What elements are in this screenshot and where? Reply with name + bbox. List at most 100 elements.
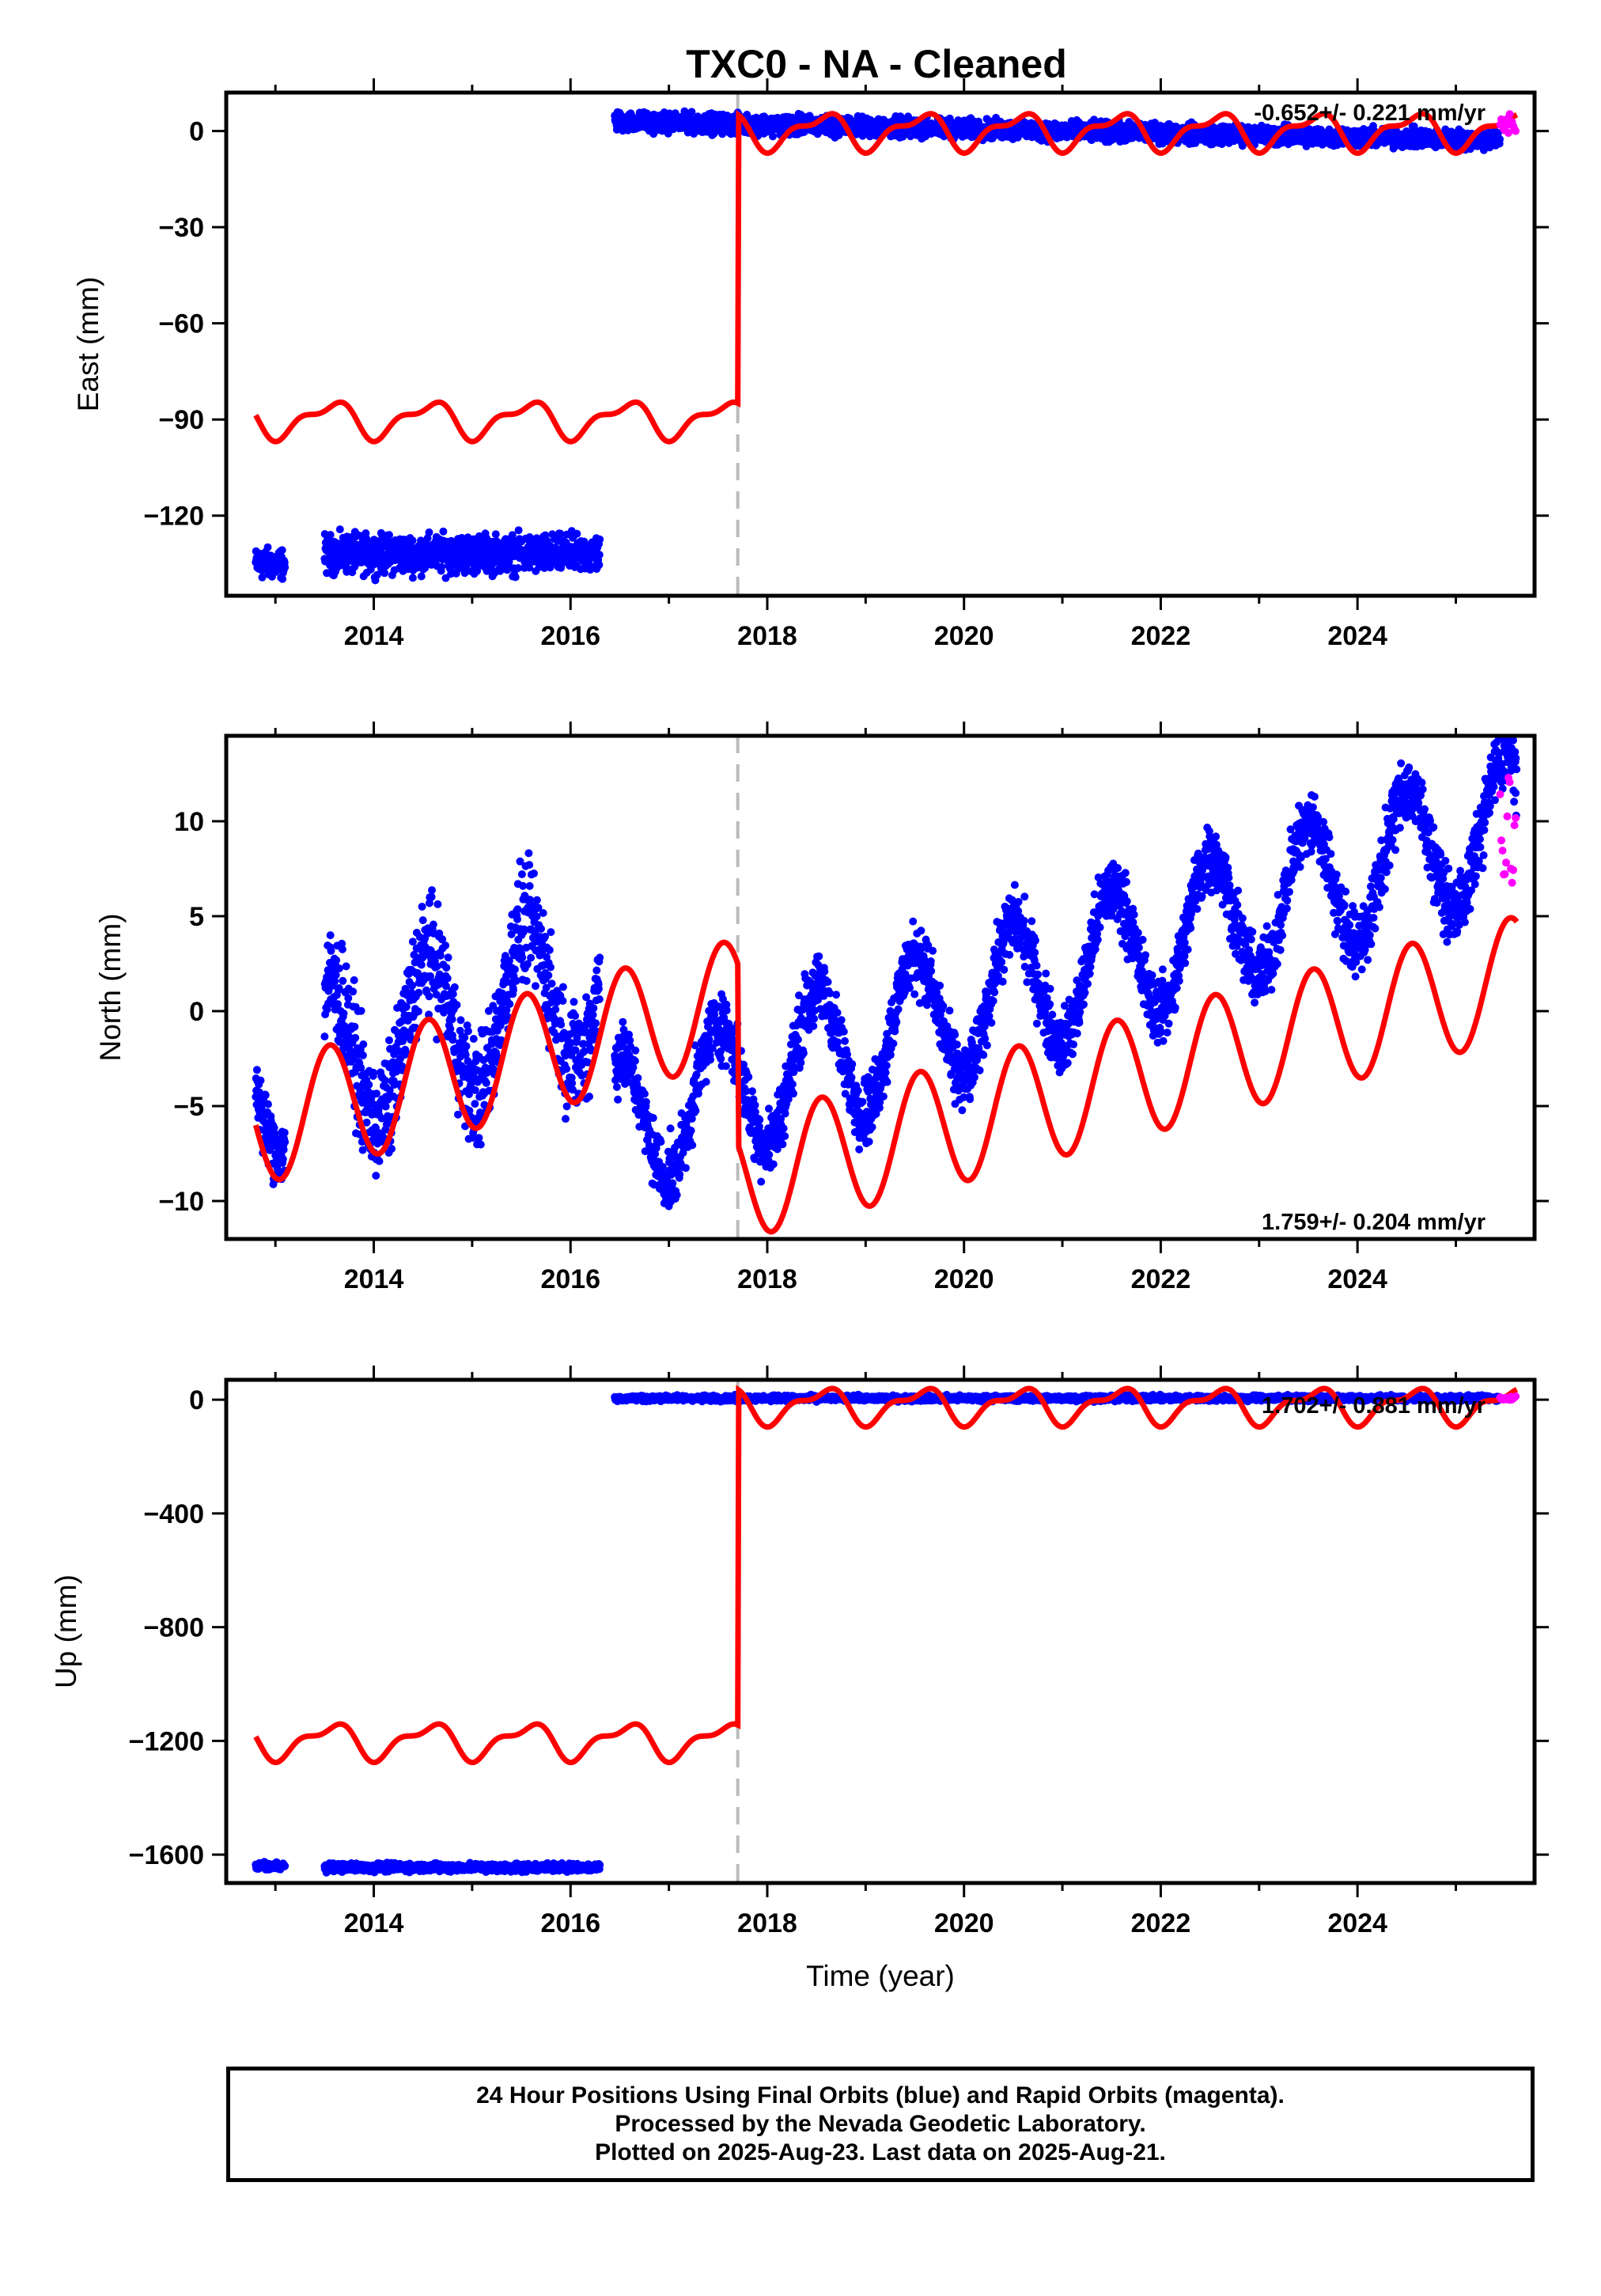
final-orbit-point [278,574,287,583]
final-orbit-point [373,570,381,579]
final-orbit-point [258,573,267,582]
final-orbit-point [358,1051,367,1059]
final-orbit-point [557,1021,566,1029]
rapid-orbit-point [1505,110,1514,119]
final-orbit-point [585,559,593,567]
x-tick-label: 2014 [344,621,404,651]
final-orbit-point [544,971,553,979]
final-orbit-point [571,1012,580,1020]
final-orbit-point [365,1081,373,1089]
final-orbit-point [252,1066,261,1074]
final-orbit-point [418,903,426,911]
final-orbit-point [595,560,604,569]
final-orbit-point [344,994,353,1002]
final-orbit-point [513,905,522,914]
final-orbit-point [444,953,452,962]
y-tick-label: −90 [158,405,204,435]
final-orbit-point [585,1093,593,1101]
final-orbit-point [592,1019,600,1028]
final-orbit-point [429,920,437,929]
final-orbit-point [278,546,286,555]
final-orbit-point [475,1134,483,1142]
final-orbit-point [491,530,500,539]
east-plot-frame [224,90,1537,598]
final-orbit-point [281,1138,290,1146]
final-orbit-point [326,931,335,940]
final-orbit-point [320,1032,329,1041]
final-orbit-point [518,953,527,962]
final-orbit-point [687,108,696,116]
final-orbit-point [511,573,520,582]
final-orbit-point [570,998,578,1006]
final-orbit-point [280,1128,289,1137]
final-orbit-point [525,881,534,890]
final-orbit-point [372,1172,380,1180]
final-orbit-point [904,112,912,121]
final-orbit-point [350,1022,359,1031]
final-orbit-point [510,965,519,974]
final-orbit-point [476,1140,485,1149]
final-orbit-point [263,1100,272,1108]
final-orbit-point [441,942,450,949]
final-orbit-point [595,984,603,993]
final-orbit-point [369,1068,378,1077]
final-orbit-point [373,1089,380,1098]
final-orbit-point [514,564,523,572]
final-orbit-point [281,563,290,571]
final-orbit-point [524,849,533,858]
final-orbit-point [532,896,541,904]
final-orbit-point [441,574,450,582]
final-orbit-point [522,976,531,985]
final-orbit-point [359,1040,368,1048]
final-orbit-point [408,574,417,582]
final-orbit-point [357,1006,365,1015]
final-orbit-point [335,525,344,534]
final-orbit-point [519,881,527,890]
final-orbit-point [449,990,457,998]
final-orbit-point [680,107,689,116]
final-orbit-point [339,1009,348,1017]
final-orbit-point [351,1033,360,1042]
final-orbit-point [381,1102,390,1111]
final-orbit-point [547,928,555,937]
final-orbit-point [350,976,358,984]
final-orbit-point [448,1015,456,1024]
final-orbit-point [425,992,433,1001]
final-orbit-point [532,982,539,991]
final-orbit-point [503,566,512,574]
x-tick-label: 2022 [1131,621,1191,651]
final-orbit-point [327,946,335,955]
final-orbit-point [525,861,534,870]
final-orbit-point [350,563,359,571]
final-orbit-point [525,563,534,572]
final-orbit-point [425,528,433,536]
chart-title: TXC0 - NA - Cleaned [686,42,1067,86]
y-tick-label: −30 [158,213,204,243]
final-orbit-point [595,551,604,559]
final-orbit-point [380,1076,389,1085]
final-orbit-point [462,561,471,569]
rapid-orbit-point [1512,127,1520,135]
final-orbit-point [408,536,417,545]
final-orbit-point [596,535,604,544]
final-orbit-point [428,886,436,895]
final-orbit-point [418,916,427,925]
final-orbit-point [279,1146,288,1154]
final-orbit-point [388,1145,396,1153]
final-orbit-point [417,572,426,581]
final-orbit-point [530,870,538,877]
final-orbit-point [332,956,341,964]
final-orbit-point [595,995,604,1003]
final-orbit-point [1496,135,1504,143]
final-orbit-point [614,1095,623,1104]
final-orbit-point [509,986,517,995]
final-orbit-point [482,1078,490,1087]
final-orbit-point [362,534,371,543]
final-orbit-point [460,569,469,578]
final-orbit-point [375,1157,384,1165]
final-orbit-point [433,900,442,908]
final-orbit-point [456,1016,465,1025]
final-orbit-point [380,569,389,578]
seasonal-model-curve [253,109,1519,445]
